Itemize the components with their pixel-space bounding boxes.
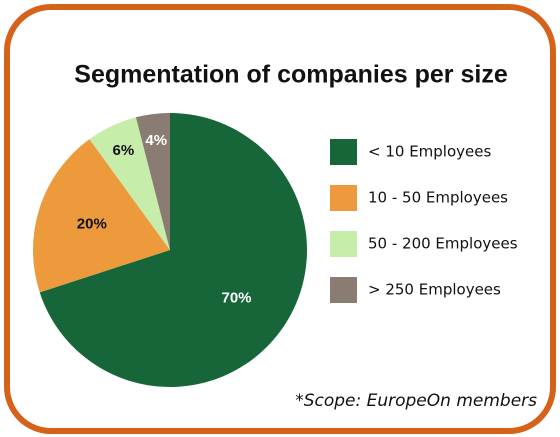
pie-slice bbox=[32, 139, 170, 293]
annotation: *Scope: EuropeOn members bbox=[295, 391, 537, 411]
slice-label: 6% bbox=[112, 142, 134, 159]
pie-slice bbox=[89, 117, 170, 250]
legend-label: 10 - 50 Employees bbox=[368, 189, 508, 207]
legend-swatch bbox=[330, 185, 357, 211]
pie-slice bbox=[39, 113, 307, 387]
legend-swatch bbox=[330, 139, 357, 165]
legend-label: < 10 Employees bbox=[368, 143, 491, 161]
legend-swatch bbox=[330, 277, 357, 303]
chart-title: Segmentation of companies per size bbox=[74, 61, 508, 89]
legend-label: > 250 Employees bbox=[368, 281, 501, 299]
legend-label: 50 - 200 Employees bbox=[368, 235, 518, 253]
slice-label: 20% bbox=[77, 216, 107, 233]
pie-slice bbox=[135, 113, 170, 250]
slice-label: 70% bbox=[221, 289, 251, 306]
slice-label: 4% bbox=[145, 132, 167, 149]
legend-swatch bbox=[330, 231, 357, 257]
